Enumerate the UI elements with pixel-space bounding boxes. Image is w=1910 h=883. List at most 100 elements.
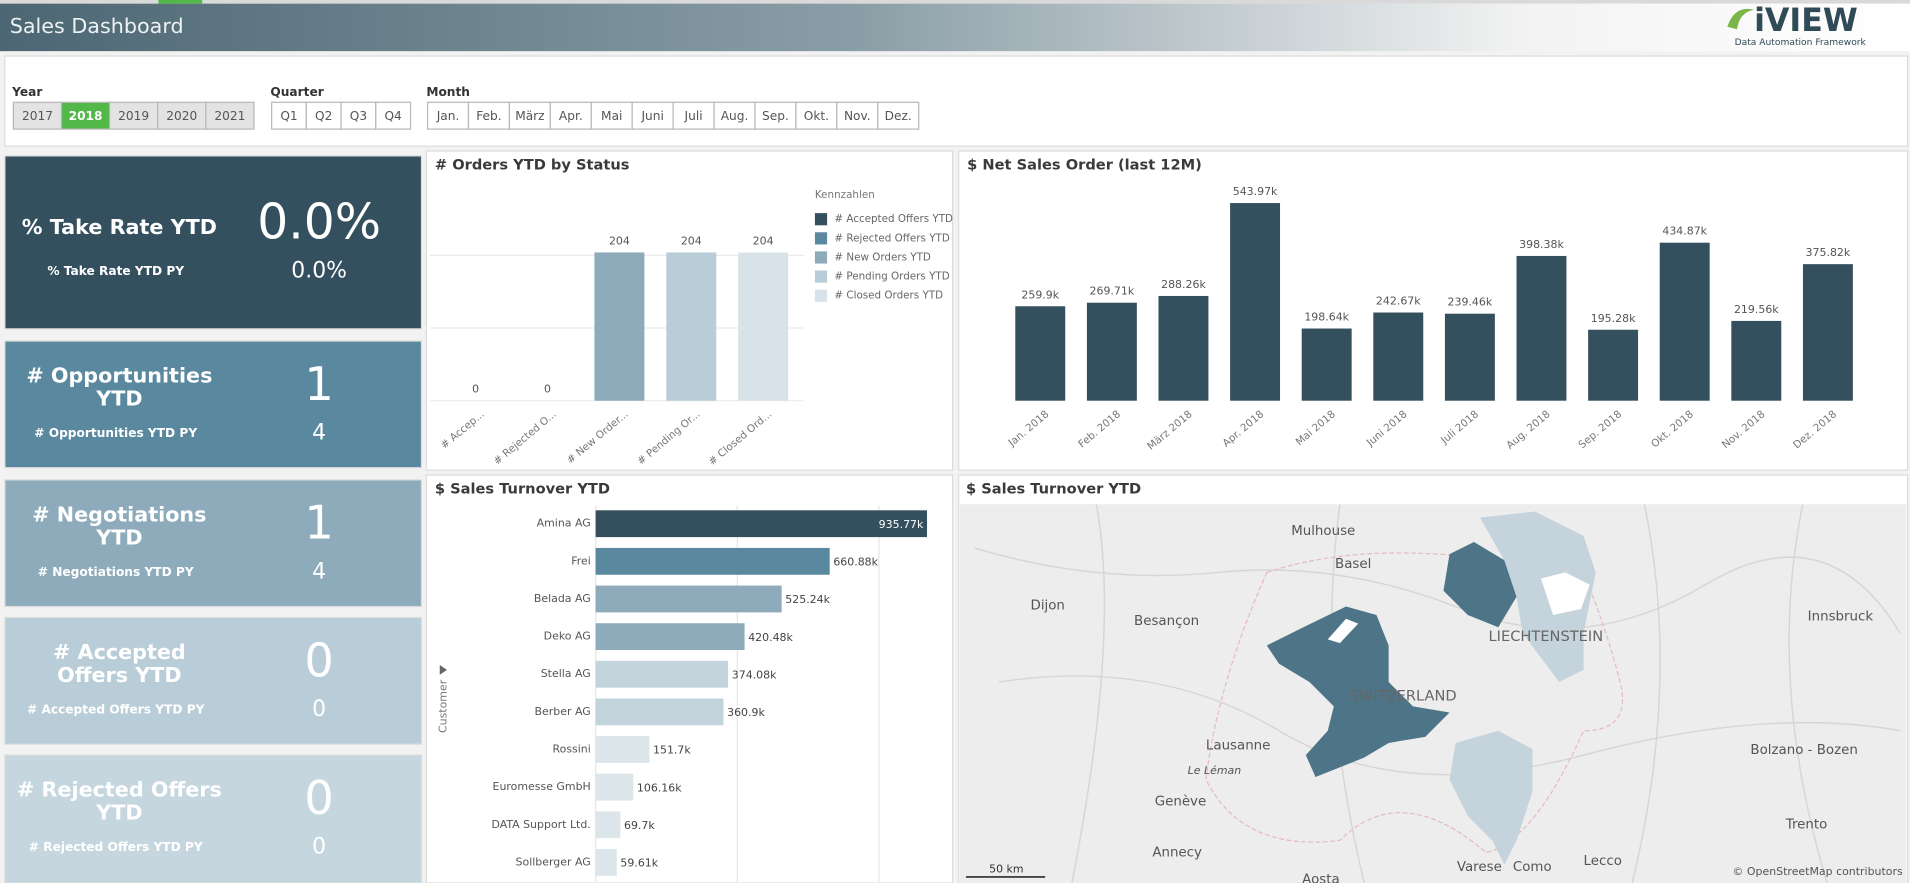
kpi-py-value: 4 [312, 421, 326, 446]
data-label: 106.16k [637, 781, 682, 794]
filter-button[interactable] [467, 101, 511, 130]
filter-option[interactable]: Juli [684, 109, 703, 123]
filter-option[interactable]: Apr. [559, 109, 583, 123]
bar [1230, 203, 1281, 401]
filter-option[interactable]: März [515, 109, 544, 123]
tab-indicator [158, 0, 203, 4]
kpi-title: # Rejected Offers YTD [16, 778, 222, 826]
bar [1444, 313, 1495, 401]
filter-option[interactable]: Mai [601, 109, 622, 123]
y-tick-label: Belada AG [534, 592, 591, 605]
legend-swatch [814, 213, 828, 226]
map-place-label: Dijon [1031, 598, 1065, 613]
map-place-label: Lecco [1584, 854, 1622, 869]
data-label: 151.7k [653, 744, 691, 757]
map-title: $ Sales Turnover YTD [966, 481, 1141, 498]
filter-button[interactable] [12, 101, 63, 130]
data-label: 660.88k [833, 556, 878, 569]
filter-option[interactable]: Nov. [844, 109, 871, 123]
filter-option[interactable]: 2018 [69, 109, 103, 123]
header-title: Sales Dashboard [10, 14, 184, 38]
y-tick-label: DATA Support Ltd. [491, 818, 590, 831]
filter-button[interactable] [271, 101, 307, 130]
bar [595, 736, 650, 763]
data-label: 0 [472, 383, 479, 396]
data-label: 195.28k [1591, 312, 1636, 325]
filter-option[interactable]: 2021 [214, 109, 245, 123]
filter-option[interactable]: 2020 [166, 109, 197, 123]
filter-option[interactable]: Juni [640, 109, 663, 123]
filter-button[interactable] [426, 101, 470, 130]
bar [1015, 306, 1066, 401]
data-label: 259.9k [1021, 288, 1059, 301]
map-place-label: Trento [1785, 818, 1828, 833]
map-place-label: Aosta [1302, 872, 1340, 883]
filter-button[interactable] [508, 101, 551, 130]
data-label: 434.87k [1662, 225, 1707, 238]
y-tick-label: Rossini [553, 743, 591, 756]
bar [1301, 328, 1352, 401]
map-attribution: © OpenStreetMap contributors [1732, 865, 1902, 878]
filter-button[interactable] [713, 101, 756, 130]
data-label: 288.26k [1161, 278, 1206, 291]
data-label: 525.24k [785, 593, 830, 606]
kpi-value: 0 [304, 633, 333, 687]
filter-label: Quarter [270, 85, 323, 99]
map-place-label: Annecy [1152, 846, 1202, 861]
kpi-card [4, 340, 423, 469]
filter-option[interactable]: Sep. [762, 109, 789, 123]
data-label: 375.82k [1806, 246, 1851, 259]
filter-button[interactable] [305, 101, 342, 130]
data-label: 204 [753, 234, 774, 247]
filter-option[interactable]: Q2 [315, 109, 332, 123]
kpi-title-box: # Rejected Offers YTD [16, 778, 222, 826]
filter-button[interactable] [375, 101, 412, 130]
kpi-card [4, 155, 423, 330]
filter-button[interactable] [590, 101, 633, 130]
filter-button[interactable] [631, 101, 674, 130]
legend-title: Kennzahlen [815, 189, 875, 201]
map-place-label: Varese [1457, 860, 1502, 875]
kpi-title-box: % Take Rate YTD [22, 216, 217, 239]
data-label: 935.77k [879, 518, 924, 531]
bar [594, 252, 645, 401]
filter-button[interactable] [109, 101, 159, 130]
legend-swatch [814, 232, 828, 245]
kpi-title: # Negotiations YTD [32, 502, 207, 551]
kpi-value: 0 [304, 771, 333, 825]
chart-title: # Orders YTD by Status [435, 157, 630, 174]
bar [1588, 329, 1639, 401]
map-place-label: Innsbruck [1808, 609, 1874, 624]
filter-option[interactable]: Dez. [885, 109, 912, 123]
filter-option[interactable]: Q1 [280, 109, 297, 123]
filter-option[interactable]: Q4 [384, 109, 402, 123]
filter-button[interactable] [157, 101, 207, 130]
legend-swatch [814, 270, 828, 283]
data-label: 69.7k [624, 819, 655, 832]
bar [595, 849, 617, 876]
data-label: 204 [609, 234, 630, 247]
kpi-card [4, 616, 423, 745]
filter-option[interactable]: Okt. [804, 109, 829, 123]
filter-option[interactable]: Aug. [721, 109, 749, 123]
legend-entry: # Closed Orders YTD [834, 290, 943, 302]
filter-option[interactable]: Q3 [350, 109, 367, 123]
map-place-label: Besançon [1134, 614, 1199, 629]
filter-button[interactable] [754, 101, 797, 130]
filter-option[interactable]: Feb. [476, 109, 501, 123]
filter-option[interactable]: Jan. [436, 109, 460, 123]
filter-button[interactable] [205, 101, 255, 130]
filter-button[interactable] [836, 101, 879, 130]
top-strip [0, 0, 1910, 4]
filter-button[interactable] [340, 101, 377, 130]
filter-option[interactable]: 2017 [22, 109, 53, 123]
map-place-label: Le Léman [1188, 764, 1242, 777]
bar [1516, 255, 1567, 401]
filter-option[interactable]: 2019 [118, 109, 149, 123]
filter-button[interactable] [877, 101, 920, 130]
bar [1731, 320, 1782, 401]
bar [1086, 302, 1137, 401]
bar [666, 252, 717, 401]
filter-button[interactable] [795, 101, 838, 130]
kpi-title: # Accepted Offers YTD [52, 640, 186, 688]
